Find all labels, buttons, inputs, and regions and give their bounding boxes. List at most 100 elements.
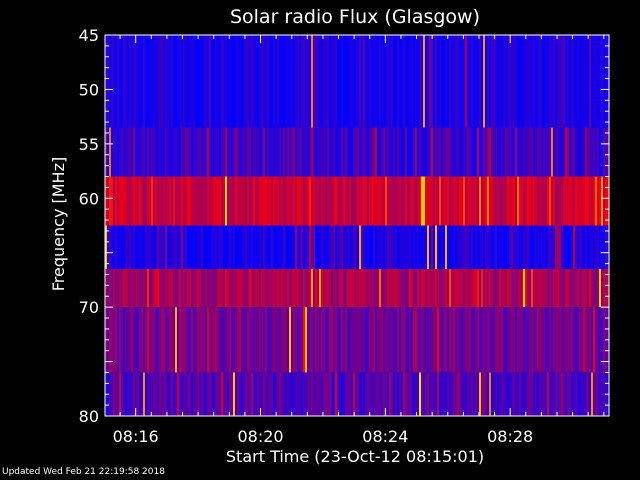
spectrogram-cell <box>469 269 472 308</box>
spectrogram-cell <box>177 127 180 177</box>
spectrogram-cell <box>277 307 280 373</box>
spectrogram-cell <box>543 225 546 270</box>
spectrogram-cell <box>309 35 312 128</box>
spectrogram-cell <box>549 307 552 373</box>
spectrogram-cell <box>245 35 248 128</box>
spectrogram-cell <box>369 372 372 416</box>
spectrogram-cell <box>311 269 314 308</box>
spectrogram-cell <box>577 225 580 270</box>
spectrogram-cell <box>577 35 580 128</box>
spectrogram-cell <box>259 307 262 373</box>
spectrogram-cell <box>151 225 154 270</box>
spectrogram-cell <box>403 372 406 416</box>
spectrogram-cell <box>501 372 504 416</box>
spectrogram-cell <box>395 127 398 177</box>
spectrogram-cell <box>547 225 550 270</box>
spectrogram-cell <box>607 269 610 308</box>
spectrogram-cell <box>207 35 210 128</box>
spectrogram-cell <box>593 35 596 128</box>
spectrogram-cell <box>347 307 350 373</box>
spectrogram-cell <box>427 372 430 416</box>
spectrogram-cell <box>457 35 460 128</box>
spectrogram-cell <box>253 269 256 308</box>
spectrogram-cell <box>535 127 538 177</box>
spectrogram-cell <box>143 35 146 128</box>
spectrogram-cell <box>283 176 286 226</box>
spectrogram-cell <box>471 176 474 226</box>
spectrogram-cell <box>239 269 242 308</box>
spectrogram-cell <box>323 35 326 128</box>
spectrogram-cell <box>139 269 142 308</box>
spectrogram-cell <box>511 372 514 416</box>
spectrogram-cell <box>111 372 114 416</box>
spectrogram-cell <box>555 35 558 128</box>
spectrogram-cell <box>121 176 124 226</box>
spectrogram-cell <box>401 372 404 416</box>
spectrogram-cell <box>319 269 322 308</box>
spectrogram-cell <box>117 127 120 177</box>
spectrogram-cell <box>135 176 138 226</box>
spectrogram-cell <box>133 372 136 416</box>
spectrogram-cell <box>585 225 588 270</box>
spectrogram-cell <box>561 176 564 226</box>
y-tick-label: 70 <box>79 298 99 317</box>
spectrogram-cell <box>155 225 158 270</box>
spectrogram-cell <box>447 176 450 226</box>
spectrogram-cell <box>119 269 122 308</box>
spectrogram-cell <box>425 35 428 128</box>
spectrogram-cell <box>165 307 168 373</box>
spectrogram-cell <box>299 269 302 308</box>
spectrogram-cell <box>185 35 188 128</box>
spectrogram-cell <box>415 35 418 128</box>
spectrogram-cell <box>593 307 596 373</box>
spectrogram-cell <box>133 35 136 128</box>
spectrogram-cell <box>371 35 374 128</box>
spectrogram-cell <box>411 176 414 226</box>
spectrogram-cell <box>173 176 176 226</box>
spectrogram-cell <box>323 225 326 270</box>
spectrogram-cell <box>227 35 230 128</box>
spectrogram-cell <box>603 35 606 128</box>
spectrogram-cell <box>363 35 366 128</box>
spectrogram-cell <box>539 225 542 270</box>
spectrogram-cell <box>473 225 476 270</box>
spectrogram-cell <box>591 35 594 128</box>
spectrogram-cell <box>381 35 384 128</box>
spectrogram-cell <box>519 372 522 416</box>
spectrogram-cell <box>483 307 486 373</box>
spectrogram-cell <box>167 176 170 226</box>
spectrogram-cell <box>491 35 494 128</box>
spectrogram-cell <box>569 372 572 416</box>
x-tick-label: 08:28 <box>487 427 533 446</box>
spectrogram-cell <box>423 35 426 128</box>
spectrogram-cell <box>193 225 196 270</box>
spectrogram-cell <box>525 225 528 270</box>
spectrogram-cell <box>353 127 356 177</box>
spectrogram-cell <box>575 225 578 270</box>
spectrogram-cell <box>445 127 448 177</box>
spectrogram-cell <box>333 35 336 128</box>
spectrogram-cell <box>155 176 158 226</box>
spectrogram-cell <box>179 225 182 270</box>
spectrogram-cell <box>315 176 318 226</box>
spectrogram-cell <box>537 225 540 270</box>
spectrogram-cell <box>195 127 198 177</box>
spectrogram-cell <box>343 269 346 308</box>
spectrogram-cell <box>209 35 212 128</box>
spectrogram-cell <box>417 225 420 270</box>
y-tick-label: 60 <box>79 189 99 208</box>
spectrogram-cell <box>357 225 360 270</box>
spectrogram-cell <box>309 127 312 177</box>
spectrogram-cell <box>545 225 548 270</box>
spectrogram-cell <box>235 225 238 270</box>
spectrogram-cell <box>315 127 318 177</box>
spectrogram-cell <box>419 225 422 270</box>
spectrogram-cell <box>159 127 162 177</box>
spectrogram-cell <box>423 176 426 226</box>
spectrogram-cell <box>281 269 284 308</box>
spectrogram-cell <box>359 307 362 373</box>
spectrogram-cell <box>475 127 478 177</box>
spectrogram-cell <box>415 372 418 416</box>
spectrogram-cell <box>391 225 394 270</box>
spectrogram-cell <box>277 372 280 416</box>
